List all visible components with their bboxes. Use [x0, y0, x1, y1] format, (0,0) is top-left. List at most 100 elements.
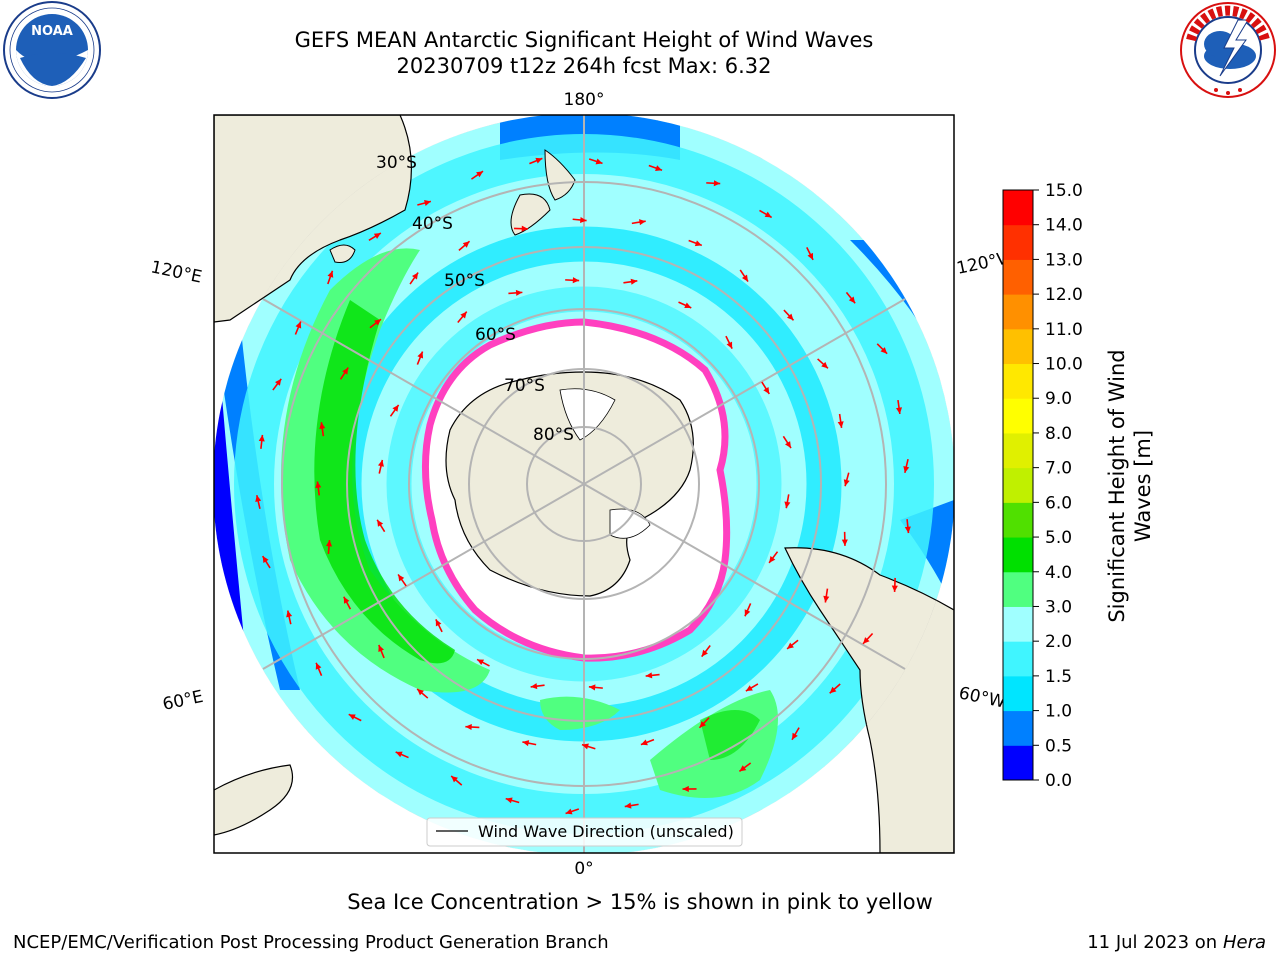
wind-arrow-head [417, 351, 424, 359]
wind-arrow-head [784, 501, 791, 509]
colorbar-tick-label: 3.0 [1045, 597, 1072, 617]
wind-arrow-head [744, 609, 751, 617]
wind-arrow-head [684, 302, 692, 309]
colorbar-tick-label: 2.0 [1045, 632, 1072, 652]
wind-arrow-head [255, 495, 262, 502]
map-frame [213, 114, 955, 854]
wind-arrow-head [325, 540, 333, 547]
colorbar-segment [1003, 363, 1033, 399]
colorbar-tick-label: 0.5 [1045, 736, 1072, 756]
wind-arrow-head [378, 459, 384, 467]
wind-arrow-head [764, 211, 772, 218]
colorbar-tick-label: 13.0 [1045, 250, 1083, 270]
colorbar-tick-label: 7.0 [1045, 459, 1072, 479]
colorbar-segment [1003, 224, 1033, 260]
wind-arrow-head [378, 644, 384, 652]
south-america-land [784, 547, 954, 853]
wind-arrow-head [515, 289, 523, 296]
wind-arrow-head [726, 341, 733, 349]
wind-arrow-head [315, 662, 322, 670]
colorbar-label-line2: Waves [m] [1131, 430, 1155, 542]
wind-arrow-head [572, 277, 580, 284]
wind-arrow-head [581, 743, 589, 750]
colorbar-tick-label: 6.0 [1045, 493, 1072, 513]
wind-arrow-head [319, 422, 326, 429]
map-title: GEFS MEAN Antarctic Significant Height o… [294, 28, 874, 52]
colorbar-segment [1003, 502, 1033, 538]
legend-label: Wind Wave Direction (unscaled) [478, 822, 734, 841]
wind-arrow-head [424, 200, 431, 206]
wind-arrow-head [462, 241, 470, 248]
lon-label-180: 180° [564, 90, 605, 110]
wind-arrow-head [315, 481, 322, 489]
wind-arrow-head [640, 739, 648, 746]
wind-arrow-head [630, 278, 638, 285]
colorbar-segment [1003, 745, 1033, 781]
colorbar-tick-label: 0.0 [1045, 771, 1072, 791]
colorbar-tick-label: 1.0 [1045, 702, 1072, 722]
footer-date: 11 Jul 2023 on Hera [1087, 932, 1266, 953]
colorbar-tick-label: 10.0 [1045, 355, 1083, 375]
wind-arrow-head [275, 378, 282, 386]
colorbar: 0.0 0.5 1.0 1.5 2.0 3.0 4.0 5.0 6.0 7.0 8.0 9.0 10.0… [1002, 181, 1083, 791]
wind-arrow-head [863, 637, 870, 644]
new-zealand-land [510, 149, 576, 236]
colorbar-segment [1003, 571, 1033, 607]
wind-arrow-head [521, 225, 529, 232]
colorbar-segment [1003, 432, 1033, 469]
wind-arrows [255, 157, 911, 815]
meridian-60E-120W [262, 298, 906, 670]
wind-arrow-head [655, 165, 663, 171]
wind-arrow-head [262, 556, 269, 563]
wind-arrow-head [417, 688, 424, 696]
lat-label-80S: 80°S [533, 425, 574, 445]
wind-arrow-head [786, 313, 794, 321]
lat-label-30S: 30°S [376, 153, 417, 173]
lat-label-70S: 70°S [504, 376, 545, 396]
wind-arrow-head [843, 479, 850, 487]
colorbar-segment [1003, 190, 1033, 226]
colorbar-frame [1002, 189, 1034, 781]
australia-land [214, 115, 412, 323]
wind-arrow-head [785, 441, 791, 449]
lon-label-120E: 120°E [149, 257, 204, 287]
wind-arrow-head [286, 610, 293, 618]
wind-arrow-head [451, 775, 458, 783]
wind-arrow-head [505, 797, 513, 804]
wind-arrow-head [763, 386, 770, 394]
wind-arrow-head [343, 596, 350, 604]
wind-arrow-head [595, 158, 603, 165]
wind-arrow-head [465, 723, 472, 731]
wind-arrow-head [694, 240, 702, 247]
colorbar-segment [1003, 467, 1033, 503]
wind-arrow-head [530, 683, 538, 690]
wind-arrow-head [713, 180, 721, 187]
wind-arrow-head [522, 740, 530, 747]
colorbar-segment [1003, 606, 1033, 642]
wind-arrow-head [411, 272, 419, 280]
wind-arrow-head [829, 686, 837, 694]
colorbar-tick-label: 14.0 [1045, 216, 1083, 236]
wind-arrow-head [837, 421, 844, 428]
wind-arrow-head [588, 684, 596, 691]
wind-arrow-head [787, 642, 794, 649]
wind-arrow-head [342, 367, 349, 375]
wind-arrow-head [821, 361, 828, 369]
colorbar-tick-label: 8.0 [1045, 424, 1072, 444]
wind-arrow-head [624, 802, 632, 809]
sea-ice-caption: Sea Ice Concentration > 15% is shown in … [347, 890, 933, 914]
wind-arrow-head [682, 785, 689, 793]
wind-arrow-head [565, 808, 573, 815]
colorbar-segment [1003, 398, 1033, 434]
noaa-logo-text: NOAA [31, 24, 73, 39]
tasmania-land [329, 244, 356, 263]
africa-land [214, 764, 294, 836]
antarctica-land [445, 371, 694, 597]
graticule [214, 115, 954, 853]
colorbar-tick-label: 11.0 [1045, 320, 1083, 340]
colorbar-segment [1003, 641, 1033, 677]
wind-arrow-head [348, 714, 356, 720]
wind-arrow-head [880, 347, 888, 354]
wind-arrow-head [739, 765, 747, 772]
wind-arrow-head [395, 751, 403, 758]
